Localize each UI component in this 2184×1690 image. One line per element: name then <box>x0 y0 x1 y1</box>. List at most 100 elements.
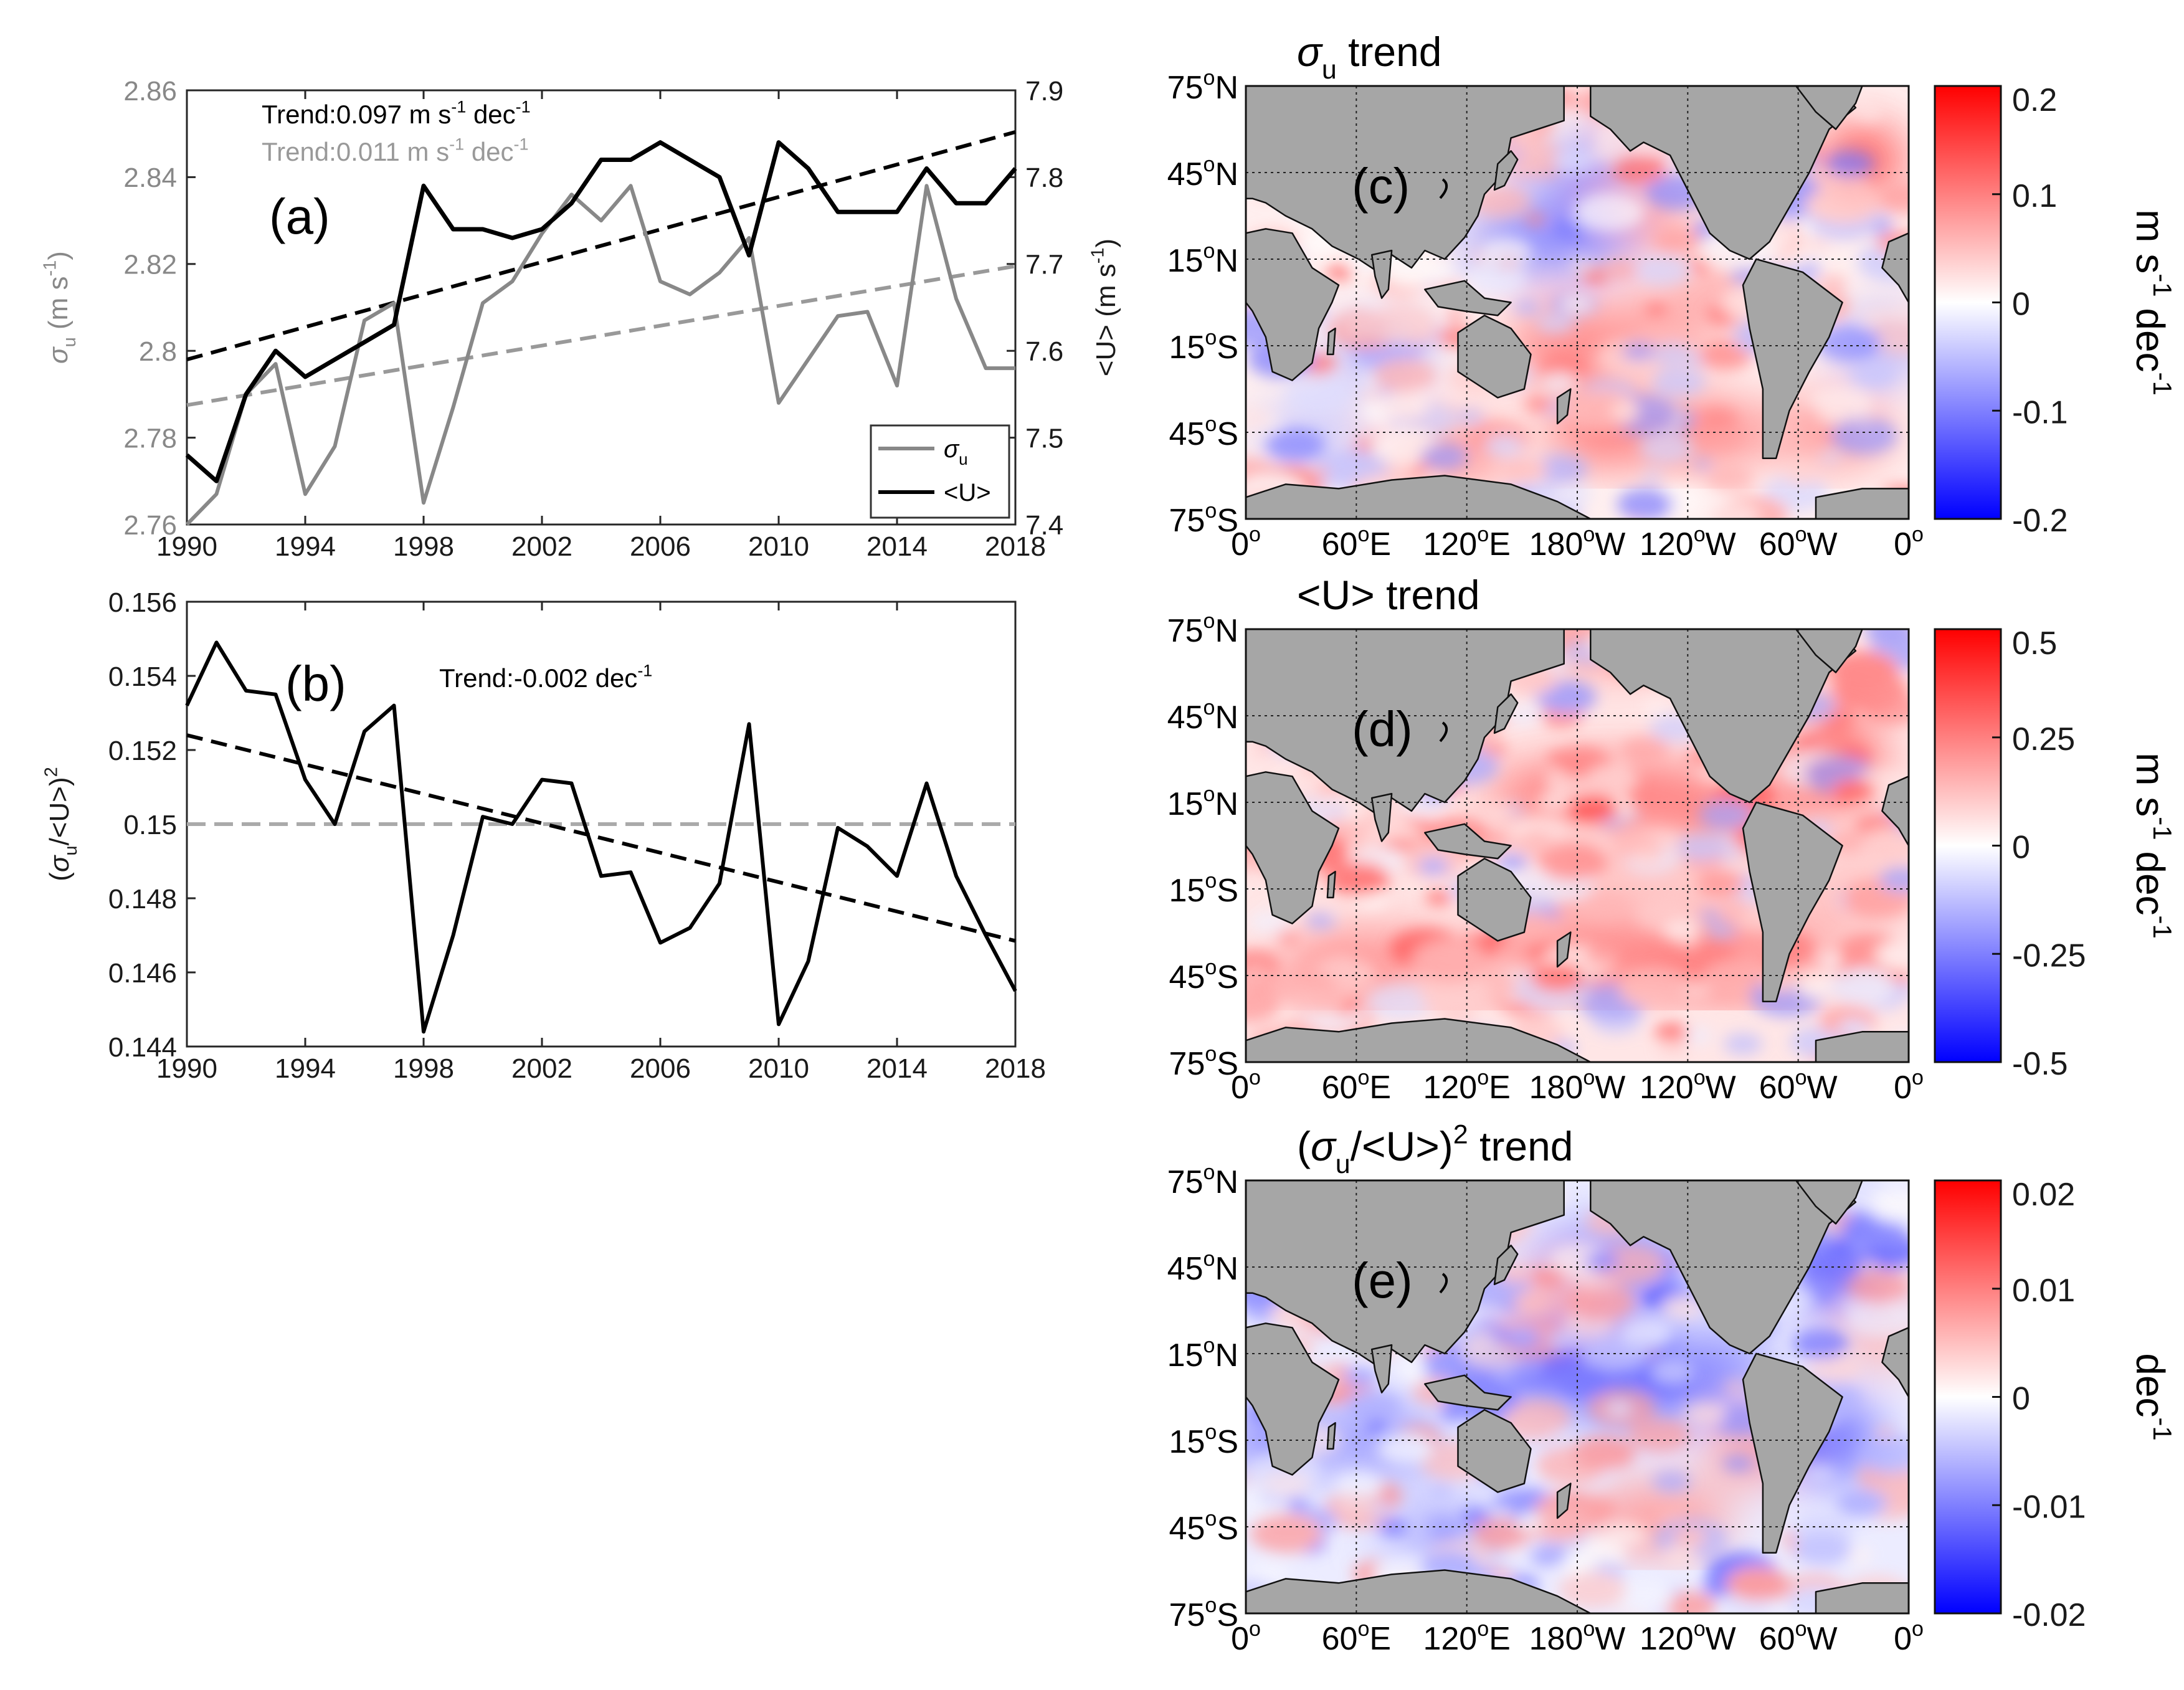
panel-e-speck <box>1869 1190 1909 1222</box>
eurasia-landmass <box>1246 1180 1565 1368</box>
panel-a-series-sigma <box>185 184 1015 526</box>
panel-c-speck <box>1541 373 1578 394</box>
panel-a-xtick-label: 2010 <box>748 531 809 562</box>
panel-c-lat-label: 15oN <box>1167 239 1238 279</box>
panel-b-ytick-label: 0.156 <box>108 587 177 618</box>
panel-c-speck <box>1805 183 1879 224</box>
panel-d-colorbar <box>1934 628 2002 1063</box>
panel-d-speck <box>1662 920 1702 942</box>
panel-c-speck <box>1466 261 1527 295</box>
panel-e-speck <box>1345 1390 1402 1422</box>
panel-e-speck <box>1572 1435 1636 1471</box>
panel-e-speck <box>1793 1328 1849 1360</box>
panel-d-lat-label: 75oS <box>1169 1042 1238 1082</box>
japan-landmass <box>1493 1245 1519 1286</box>
panel-e-speck <box>1526 1505 1592 1542</box>
panel-c-speck <box>1888 303 1909 321</box>
panel-d-speck <box>1277 931 1298 942</box>
panel-e-lon-label: 0o <box>1894 1617 1924 1657</box>
panel-e-label-tick <box>1439 1273 1448 1294</box>
panel-a-trendline-1 <box>186 264 1016 407</box>
panel-c-speck <box>1484 435 1522 457</box>
antarctica-east-landmass <box>1815 488 1909 519</box>
panel-c-speck <box>1689 259 1713 273</box>
panel-a-label: (a) <box>269 189 330 244</box>
panel-c-speck <box>1849 363 1897 389</box>
nz-landmass <box>1556 1483 1572 1519</box>
panel-b-xtick-label: 1990 <box>156 1053 217 1084</box>
panel-d-speck <box>1537 680 1597 714</box>
panel-d-speck <box>1554 900 1582 916</box>
panel-a-ylabel-left: σu (m s-1) <box>40 251 80 364</box>
panel-e-speck <box>1426 1515 1458 1533</box>
panel-c-speck <box>1561 295 1592 313</box>
panel-d-lon-label: 0o <box>1231 1066 1261 1106</box>
panel-a-left-ytick-label: 2.76 <box>123 510 177 541</box>
eurasia-landmass <box>1246 86 1565 273</box>
panel-e-lat-label: 75oN <box>1167 1161 1238 1200</box>
panel-a-ylabel-right: <U> (m s-1) <box>1088 239 1121 376</box>
panel-d-speck <box>1706 922 1737 939</box>
panel-d-speck <box>1420 973 1491 1012</box>
panel-e-lon-label: 180oW <box>1529 1617 1626 1657</box>
panel-a-right-ytick-label: 7.6 <box>1025 336 1063 367</box>
panel-c-speck <box>1563 389 1637 431</box>
antarctica-landmass <box>1246 1018 1592 1062</box>
panel-d-speck <box>1655 1023 1689 1042</box>
panel-e-land <box>1246 1180 1909 1613</box>
panel-d-speck <box>1325 904 1344 915</box>
panel-d-speck <box>1696 870 1745 898</box>
panel-e-speck <box>1246 1560 1291 1585</box>
panel-d-lon-label: 60oW <box>1759 1066 1838 1106</box>
panel-d-lon-label: 0o <box>1894 1066 1924 1106</box>
panel-c-speck <box>1714 429 1744 445</box>
panel-d-speck <box>1585 765 1640 795</box>
panel-c-speck <box>1699 340 1752 370</box>
panel-d-lon-label: 60oE <box>1322 1066 1391 1106</box>
panel-a-left-ytick-label: 2.8 <box>139 336 177 367</box>
panel-c-colorbar-tick-label: 0 <box>2012 287 2030 323</box>
panel-c-speck <box>1707 465 1754 491</box>
panel-e-speck <box>1651 1471 1691 1493</box>
panel-c-lon-label: 180oW <box>1529 523 1626 563</box>
panel-d-speck <box>1698 909 1722 923</box>
panel-c-speck <box>1379 391 1428 419</box>
panel-c-speck <box>1651 343 1693 366</box>
panel-d-lat-label: 45oN <box>1167 696 1238 736</box>
panel-c-colorbar-tick-label: -0.2 <box>2012 503 2068 539</box>
panel-d-speck <box>1417 857 1450 875</box>
panel-a-left-ytick-label: 2.82 <box>123 250 177 280</box>
panel-c-speck <box>1501 457 1547 483</box>
panel-c-speck <box>1693 458 1712 469</box>
panel-d-colorbar-tick-label: -0.25 <box>2012 938 2086 974</box>
panel-c-label-tick <box>1439 178 1448 199</box>
panel-c-lon-label: 60oW <box>1759 523 1838 563</box>
panel-e-speck <box>1585 1251 1619 1271</box>
panel-b-xtick-label: 2014 <box>866 1053 928 1084</box>
se-asia-islands-landmass <box>1424 1374 1512 1411</box>
panel-c-speck <box>1496 256 1521 270</box>
panel-d-speck <box>1566 794 1619 824</box>
panel-d-field <box>1246 629 1909 1062</box>
west-africa-landmass <box>1881 776 1909 847</box>
panel-b-ytick-label: 0.152 <box>108 736 177 766</box>
panel-a-trend-text-0: Trend:0.097 m s-1 dec-1 <box>262 97 531 129</box>
panel-e-speck <box>1793 1532 1852 1565</box>
panel-a-right-ytick-label: 7.9 <box>1025 76 1063 107</box>
south-america-landmass <box>1742 1352 1843 1554</box>
panel-c-speck <box>1711 503 1760 519</box>
nz-landmass <box>1556 388 1572 425</box>
panel-e-speck <box>1335 1471 1382 1498</box>
panel-c-speck <box>1610 403 1640 420</box>
panel-e-lon-label: 60oW <box>1759 1617 1838 1657</box>
panel-c-speck <box>1806 386 1874 424</box>
panel-b-ytick-label: 0.146 <box>108 958 177 989</box>
madagascar-landmass <box>1326 1422 1336 1450</box>
south-america-landmass <box>1742 258 1843 459</box>
panel-d-speck <box>1412 940 1488 982</box>
panel-c-colorbar <box>1934 85 2002 520</box>
panel-c-speck <box>1825 150 1874 178</box>
panel-c-speck <box>1816 325 1881 361</box>
greenland-landmass <box>1795 629 1863 673</box>
